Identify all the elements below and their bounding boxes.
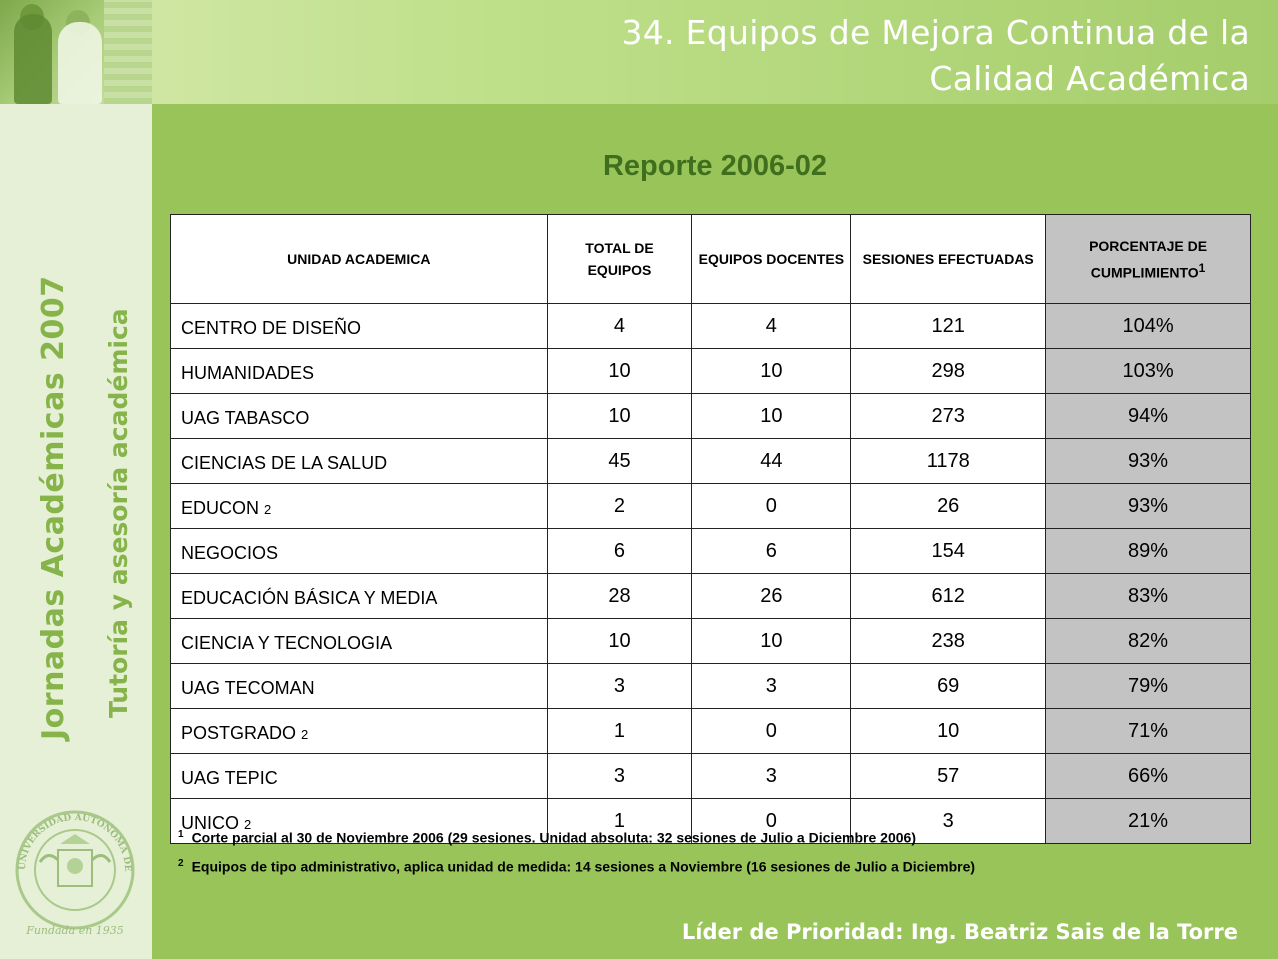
table-row: CIENCIA Y TECNOLOGIA 10 10 238 82% xyxy=(170,618,1251,664)
footnote-ref: 2 xyxy=(301,726,309,742)
table-body: CENTRO DE DISEÑO 4 4 121 104% HUMANIDADES 10 10… xyxy=(170,303,1251,844)
table-row: EDUCON 2 2 0 26 93% xyxy=(170,483,1251,529)
teaching-cell: 26 xyxy=(691,573,852,619)
percent-cell: 103% xyxy=(1045,348,1251,394)
percent-cell: 79% xyxy=(1045,663,1251,709)
col-header-unit: UNIDAD ACADEMICA xyxy=(170,214,548,304)
event-title: Jornadas Académicas 2007 xyxy=(36,275,71,740)
percent-cell: 83% xyxy=(1045,573,1251,619)
sessions-cell: 121 xyxy=(850,303,1047,349)
teaching-cell: 10 xyxy=(691,393,852,439)
unit-cell: UAG TEPIC xyxy=(170,753,548,799)
footnote-ref: 2 xyxy=(264,501,272,517)
total-cell: 2 xyxy=(546,483,693,529)
unit-cell: EDUCON 2 xyxy=(170,483,548,529)
table-row: EDUCACIÓN BÁSICA Y MEDIA 28 26 612 83% xyxy=(170,573,1251,619)
unit-cell: NEGOCIOS xyxy=(170,528,548,574)
header-band: 34. Equipos de Mejora Continua de la Cal… xyxy=(152,0,1278,104)
total-cell: 4 xyxy=(546,303,693,349)
table-row: CIENCIAS DE LA SALUD 45 44 1178 93% xyxy=(170,438,1251,484)
sessions-cell: 612 xyxy=(850,573,1047,619)
col-header-teaching: EQUIPOS DOCENTES xyxy=(691,214,852,304)
unit-cell: CIENCIAS DE LA SALUD xyxy=(170,438,548,484)
teaching-cell: 44 xyxy=(691,438,852,484)
total-cell: 28 xyxy=(546,573,693,619)
footnote-ref: 1 xyxy=(1198,260,1206,275)
priority-leader: Líder de Prioridad: Ing. Beatriz Sais de… xyxy=(681,920,1238,944)
teaching-cell: 4 xyxy=(691,303,852,349)
university-seal-icon: UNIVERSIDAD AUTÓNOMA DE GUADALAJARA Fund… xyxy=(10,800,135,937)
table-row: UAG TEPIC 3 3 57 66% xyxy=(170,753,1251,799)
unit-cell: UAG TABASCO xyxy=(170,393,548,439)
percent-cell: 89% xyxy=(1045,528,1251,574)
table-row: UNICO 2 1 0 3 21% xyxy=(170,798,1251,844)
page-title: 34. Equipos de Mejora Continua de la Cal… xyxy=(621,13,1250,98)
table-row: CENTRO DE DISEÑO 4 4 121 104% xyxy=(170,303,1251,349)
percent-cell: 21% xyxy=(1045,798,1251,844)
sessions-cell: 26 xyxy=(850,483,1047,529)
total-cell: 10 xyxy=(546,393,693,439)
footnote-1: 1 Corte parcial al 30 de Noviembre 2006 (… xyxy=(178,829,916,846)
col-header-percent: PORCENTAJE DE CUMPLIMIENTO1 xyxy=(1045,214,1251,304)
teaching-cell: 6 xyxy=(691,528,852,574)
unit-cell: UNICO 2 xyxy=(170,798,548,844)
total-cell: 6 xyxy=(546,528,693,574)
col-header-total: TOTAL DE EQUIPOS xyxy=(546,214,693,304)
chalkboard xyxy=(104,0,152,104)
sessions-cell: 57 xyxy=(850,753,1047,799)
col-header-sessions: SESIONES EFECTUADAS xyxy=(850,214,1047,304)
percent-cell: 66% xyxy=(1045,753,1251,799)
table-row: UAG TABASCO 10 10 273 94% xyxy=(170,393,1251,439)
total-cell: 3 xyxy=(546,663,693,709)
footnotes: 1 Corte parcial al 30 de Noviembre 2006 (… xyxy=(178,822,975,879)
sidebar: Jornadas Académicas 2007 Tutoría y aseso… xyxy=(0,0,152,959)
table-row: POSTGRADO 2 1 0 10 71% xyxy=(170,708,1251,754)
percent-cell: 93% xyxy=(1045,438,1251,484)
footnote-2: 2 Equipos de tipo administrativo, aplica … xyxy=(178,857,976,875)
total-cell: 45 xyxy=(546,438,693,484)
unit-cell: EDUCACIÓN BÁSICA Y MEDIA xyxy=(170,573,548,619)
percent-cell: 82% xyxy=(1045,618,1251,664)
footnote-ref: 2 xyxy=(244,816,252,832)
seal-founded: Fundada en 1935 xyxy=(25,924,124,937)
sessions-cell: 154 xyxy=(850,528,1047,574)
teaching-cell: 3 xyxy=(691,663,852,709)
total-cell: 10 xyxy=(546,348,693,394)
teaching-cell: 0 xyxy=(691,708,852,754)
table-row: NEGOCIOS 6 6 154 89% xyxy=(170,528,1251,574)
table-row: HUMANIDADES 10 10 298 103% xyxy=(170,348,1251,394)
teaching-cell: 0 xyxy=(691,483,852,529)
report-title: Reporte 2006-02 xyxy=(602,150,828,182)
teaching-cell: 10 xyxy=(691,348,852,394)
percent-cell: 93% xyxy=(1045,483,1251,529)
teaching-cell: 3 xyxy=(691,753,852,799)
percent-cell: 104% xyxy=(1045,303,1251,349)
unit-cell: POSTGRADO 2 xyxy=(170,708,548,754)
sessions-cell: 1178 xyxy=(850,438,1047,484)
teaching-cell: 0 xyxy=(691,798,852,844)
total-cell: 3 xyxy=(546,753,693,799)
total-cell: 1 xyxy=(546,708,693,754)
unit-cell: HUMANIDADES xyxy=(170,348,548,394)
unit-cell: UAG TECOMAN xyxy=(170,663,548,709)
sessions-cell: 3 xyxy=(850,798,1047,844)
teaching-cell: 10 xyxy=(691,618,852,664)
total-cell: 10 xyxy=(546,618,693,664)
event-subtitle: Tutoría y asesoría académica xyxy=(104,308,133,718)
report-table: UNIDAD ACADEMICA TOTAL DE EQUIPOS EQUIPO… xyxy=(170,214,1251,844)
sessions-cell: 298 xyxy=(850,348,1047,394)
sessions-cell: 10 xyxy=(850,708,1047,754)
header-photo xyxy=(0,0,152,104)
table-header-row: UNIDAD ACADEMICA TOTAL DE EQUIPOS EQUIPO… xyxy=(170,214,1251,304)
percent-cell: 94% xyxy=(1045,393,1251,439)
sessions-cell: 238 xyxy=(850,618,1047,664)
unit-cell: CENTRO DE DISEÑO xyxy=(170,303,548,349)
unit-cell: CIENCIA Y TECNOLOGIA xyxy=(170,618,548,664)
table-row: UAG TECOMAN 3 3 69 79% xyxy=(170,663,1251,709)
percent-cell: 71% xyxy=(1045,708,1251,754)
sessions-cell: 273 xyxy=(850,393,1047,439)
sessions-cell: 69 xyxy=(850,663,1047,709)
